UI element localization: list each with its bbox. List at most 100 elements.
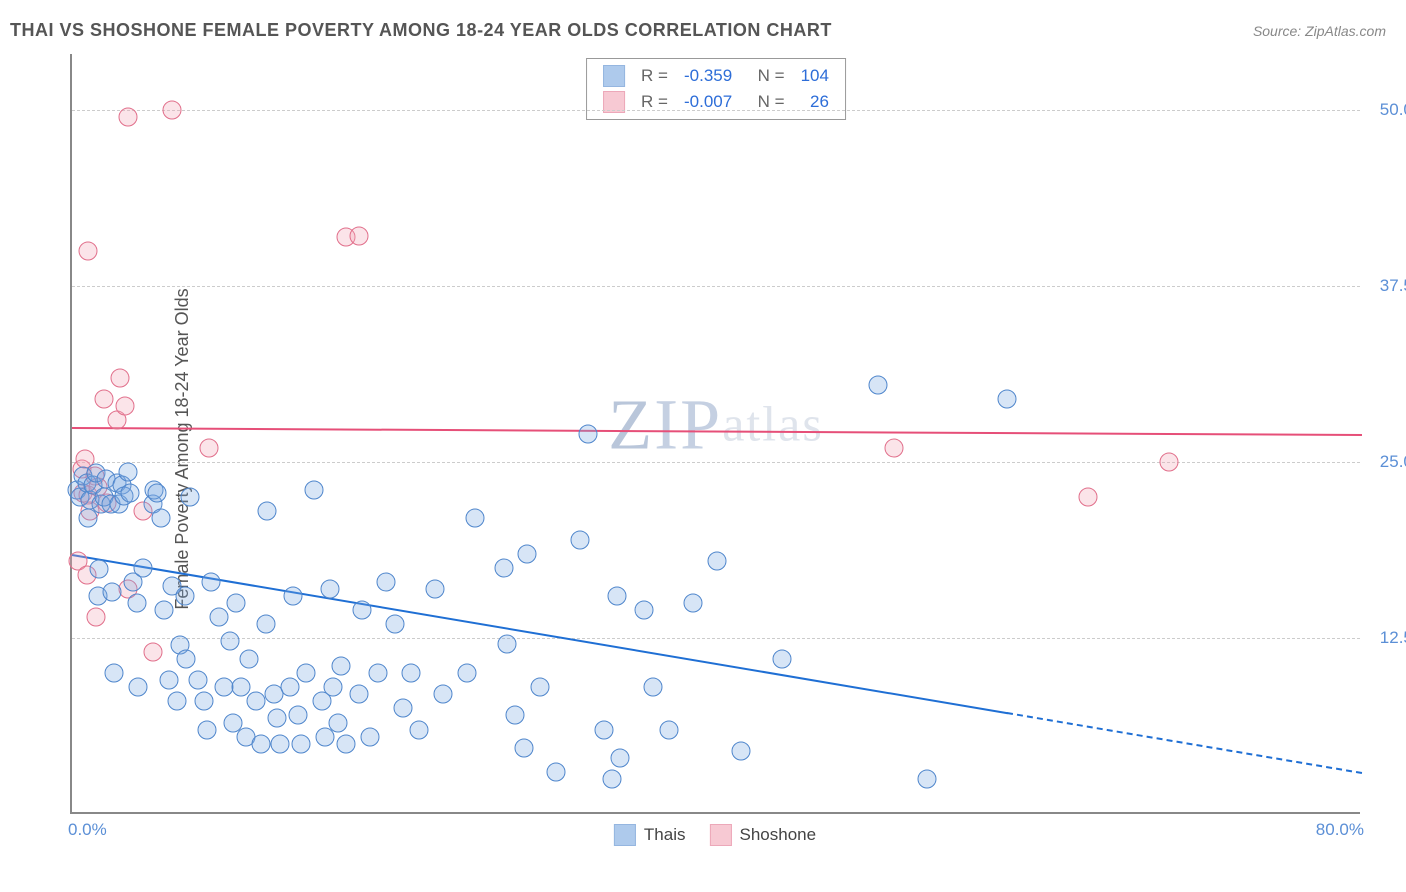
point-thais bbox=[103, 582, 122, 601]
gridline bbox=[72, 286, 1360, 287]
point-thais bbox=[198, 720, 217, 739]
point-thais bbox=[90, 560, 109, 579]
point-thais bbox=[869, 375, 888, 394]
point-thais bbox=[337, 734, 356, 753]
point-thais bbox=[659, 720, 678, 739]
point-shoshone bbox=[87, 607, 106, 626]
point-shoshone bbox=[116, 396, 135, 415]
point-thais bbox=[251, 734, 270, 753]
gridline bbox=[72, 638, 1360, 639]
legend-label-thais: Thais bbox=[644, 825, 686, 845]
source-name: ZipAtlas.com bbox=[1305, 23, 1386, 39]
point-shoshone bbox=[143, 643, 162, 662]
point-thais bbox=[546, 762, 565, 781]
point-thais bbox=[772, 650, 791, 669]
point-thais bbox=[595, 720, 614, 739]
point-thais bbox=[221, 631, 240, 650]
point-shoshone bbox=[111, 368, 130, 387]
point-thais bbox=[369, 664, 388, 683]
point-thais bbox=[458, 664, 477, 683]
point-thais bbox=[393, 699, 412, 718]
point-thais bbox=[133, 558, 152, 577]
point-thais bbox=[180, 488, 199, 507]
point-thais bbox=[267, 709, 286, 728]
legend-entry-thais: Thais bbox=[614, 824, 686, 846]
n-value-thais: 104 bbox=[793, 63, 837, 89]
point-thais bbox=[425, 579, 444, 598]
point-thais bbox=[177, 650, 196, 669]
point-thais bbox=[195, 692, 214, 711]
y-tick-label: 37.5% bbox=[1380, 276, 1406, 296]
point-thais bbox=[119, 463, 138, 482]
point-thais bbox=[214, 678, 233, 697]
point-thais bbox=[409, 720, 428, 739]
stats-row-thais: R = -0.359 N = 104 bbox=[595, 63, 837, 89]
point-thais bbox=[401, 664, 420, 683]
point-thais bbox=[258, 502, 277, 521]
point-thais bbox=[167, 692, 186, 711]
chart-title: THAI VS SHOSHONE FEMALE POVERTY AMONG 18… bbox=[10, 20, 832, 41]
point-thais bbox=[304, 481, 323, 500]
point-thais bbox=[151, 509, 170, 528]
point-thais bbox=[246, 692, 265, 711]
point-thais bbox=[329, 713, 348, 732]
source-prefix: Source: bbox=[1253, 23, 1305, 39]
point-thais bbox=[129, 678, 148, 697]
point-thais bbox=[708, 551, 727, 570]
point-thais bbox=[350, 685, 369, 704]
point-thais bbox=[256, 615, 275, 634]
bottom-legend: Thais Shoshone bbox=[614, 824, 816, 846]
point-thais bbox=[127, 593, 146, 612]
point-shoshone bbox=[162, 101, 181, 120]
legend-entry-shoshone: Shoshone bbox=[710, 824, 817, 846]
point-shoshone bbox=[885, 439, 904, 458]
point-thais bbox=[159, 671, 178, 690]
point-thais bbox=[611, 748, 630, 767]
legend-swatch-thais bbox=[614, 824, 636, 846]
point-thais bbox=[332, 657, 351, 676]
point-thais bbox=[530, 678, 549, 697]
y-tick-label: 25.0% bbox=[1380, 452, 1406, 472]
watermark: ZIPatlas bbox=[608, 384, 824, 467]
legend-label-shoshone: Shoshone bbox=[740, 825, 817, 845]
watermark-ip: IP bbox=[654, 385, 722, 465]
point-thais bbox=[998, 389, 1017, 408]
point-thais bbox=[288, 706, 307, 725]
point-thais bbox=[104, 664, 123, 683]
point-shoshone bbox=[350, 226, 369, 245]
point-thais bbox=[121, 484, 140, 503]
header-row: THAI VS SHOSHONE FEMALE POVERTY AMONG 18… bbox=[10, 20, 1386, 41]
point-thais bbox=[683, 593, 702, 612]
plot-area: ZIPatlas R = -0.359 N = 104 R = -0. bbox=[70, 54, 1360, 814]
point-thais bbox=[324, 678, 343, 697]
point-thais bbox=[148, 484, 167, 503]
gridline bbox=[72, 110, 1360, 111]
point-thais bbox=[201, 572, 220, 591]
swatch-thais bbox=[603, 65, 625, 87]
watermark-rest: atlas bbox=[722, 396, 824, 452]
point-thais bbox=[433, 685, 452, 704]
point-shoshone bbox=[79, 242, 98, 261]
point-thais bbox=[603, 769, 622, 788]
point-thais bbox=[498, 634, 517, 653]
point-shoshone bbox=[119, 108, 138, 127]
point-thais bbox=[175, 586, 194, 605]
point-thais bbox=[240, 650, 259, 669]
point-thais bbox=[917, 769, 936, 788]
chart-container: Female Poverty Among 18-24 Year Olds ZIP… bbox=[40, 54, 1390, 844]
trend-line-dash bbox=[1007, 712, 1362, 774]
y-tick-label: 12.5% bbox=[1380, 628, 1406, 648]
point-thais bbox=[579, 425, 598, 444]
point-thais bbox=[291, 734, 310, 753]
point-thais bbox=[466, 509, 485, 528]
source-attribution: Source: ZipAtlas.com bbox=[1253, 23, 1386, 39]
point-thais bbox=[188, 671, 207, 690]
point-thais bbox=[154, 600, 173, 619]
plot: ZIPatlas R = -0.359 N = 104 R = -0. bbox=[70, 54, 1360, 844]
x-tick-right: 80.0% bbox=[1316, 820, 1364, 840]
r-value-thais: -0.359 bbox=[676, 63, 740, 89]
point-thais bbox=[296, 664, 315, 683]
x-tick-left: 0.0% bbox=[68, 820, 107, 840]
point-shoshone bbox=[1159, 453, 1178, 472]
point-thais bbox=[506, 706, 525, 725]
